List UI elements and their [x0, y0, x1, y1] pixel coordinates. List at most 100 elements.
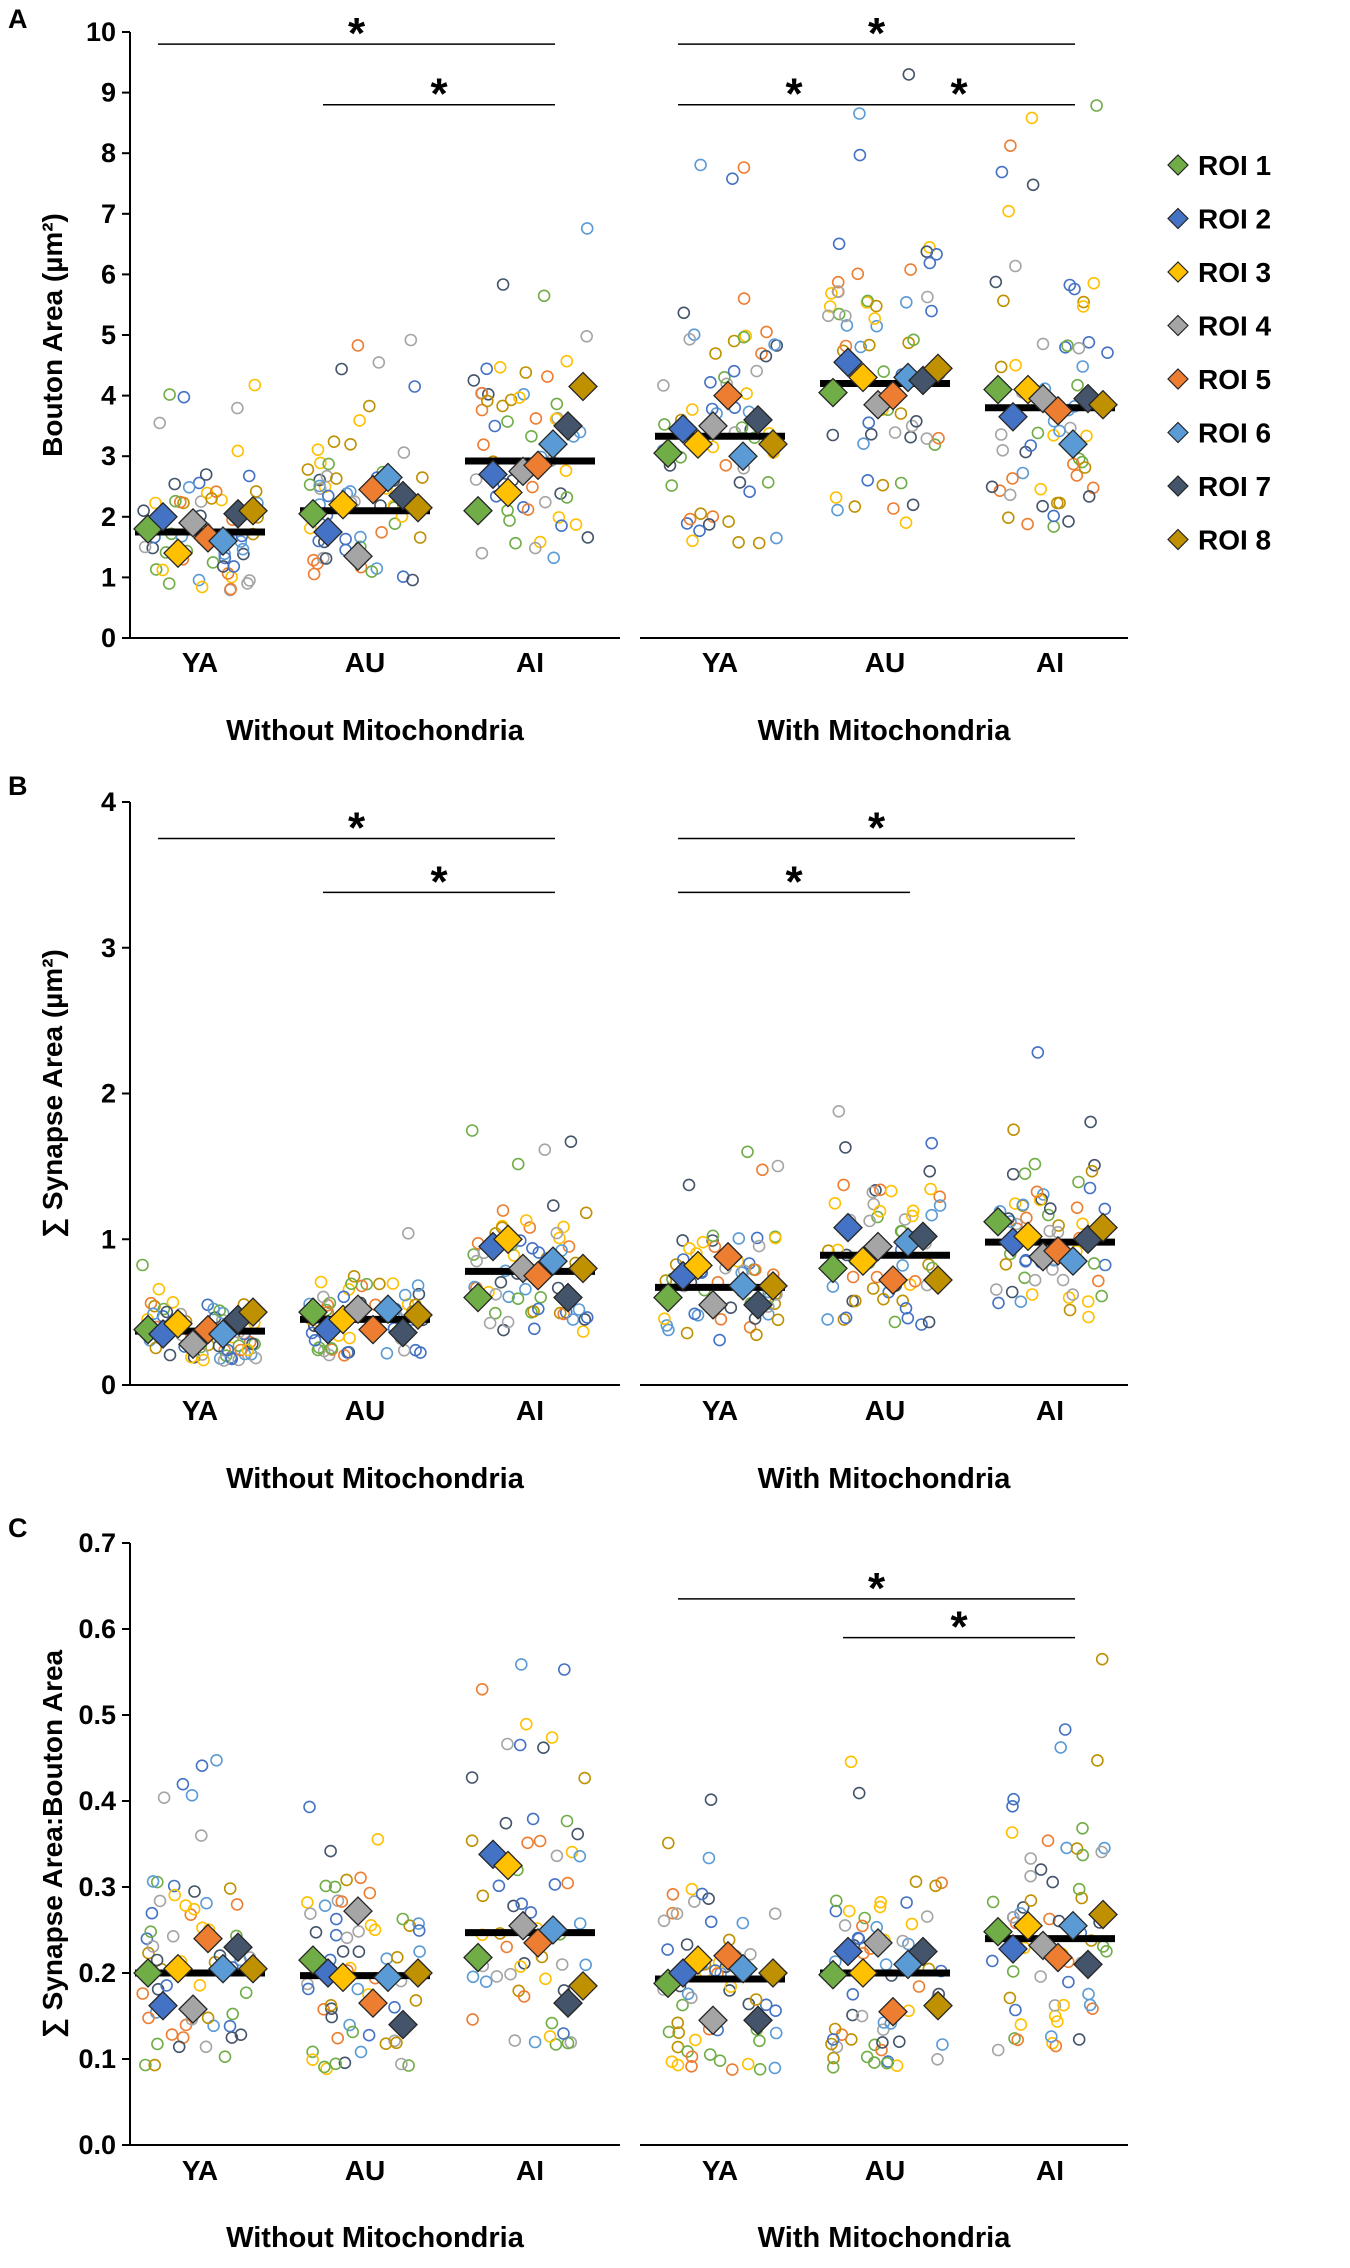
data-point	[411, 1279, 425, 1292]
significance-star: *	[785, 857, 803, 906]
data-point	[532, 1246, 546, 1259]
y-tick-label: 5	[101, 320, 116, 350]
data-point	[226, 2007, 239, 2021]
data-point	[139, 2058, 152, 2072]
data-point	[685, 1882, 699, 1896]
group-with-mitochondria: YA AU AI With Mitochondria * *	[640, 803, 1128, 1495]
roi-mean-diamond	[328, 1962, 358, 1993]
group-without-mitochondria: YA AU AI Without Mitochondria	[130, 1658, 620, 2254]
data-point	[827, 2051, 840, 2065]
data-point	[492, 1879, 506, 1893]
data-point	[838, 1919, 852, 1932]
roi-mean-diamond	[133, 1958, 163, 1988]
data-point	[479, 1975, 493, 1988]
data-point	[912, 1980, 926, 1993]
data-point	[1025, 1288, 1039, 1301]
data-point	[166, 1296, 180, 1309]
data-point	[685, 2050, 699, 2063]
data-point	[1072, 341, 1086, 355]
data-point	[168, 477, 181, 491]
data-point	[149, 1341, 163, 1355]
roi-mean-diamond	[698, 410, 728, 441]
data-point	[1018, 1271, 1031, 1285]
x-tick-label: YA	[182, 1395, 218, 1426]
data-point	[724, 1301, 738, 1314]
data-point	[363, 1886, 377, 1900]
significance-star: *	[348, 803, 366, 852]
data-point	[1046, 2036, 1059, 2050]
data-point	[826, 428, 840, 442]
data-point	[555, 519, 568, 533]
data-point	[576, 1325, 590, 1338]
data-point	[1083, 1998, 1097, 2012]
significance-star: *	[868, 803, 886, 852]
data-point	[388, 2001, 401, 2014]
roi-mean-diamond	[163, 538, 193, 569]
data-point	[149, 496, 162, 510]
data-point	[337, 1349, 351, 1362]
significance-star: *	[430, 857, 448, 906]
data-point	[307, 567, 321, 581]
data-point	[995, 165, 1009, 179]
data-point	[509, 536, 522, 550]
y-tick-label: 0.6	[78, 1614, 116, 1644]
data-point	[572, 1303, 586, 1316]
roi-mean-diamond	[343, 1294, 373, 1325]
roi-mean-diamond	[848, 1246, 878, 1277]
data-point	[694, 158, 707, 172]
data-point	[864, 427, 878, 441]
legend-label: ROI 7	[1198, 471, 1271, 502]
data-point	[676, 1998, 689, 2012]
data-point	[320, 469, 334, 483]
data-point	[241, 577, 254, 590]
x-tick-label: AI	[1036, 647, 1064, 678]
data-point	[1006, 472, 1019, 485]
data-point	[713, 2054, 727, 2067]
data-point	[537, 1741, 550, 1754]
data-point	[887, 502, 900, 515]
data-point	[1043, 1912, 1056, 1926]
roi-mean-diamond	[683, 1250, 713, 1281]
data-point	[725, 2063, 739, 2076]
data-point	[336, 1945, 350, 1958]
data-point	[873, 1204, 887, 1218]
data-point	[136, 1258, 149, 1272]
legend-label: ROI 4	[1198, 311, 1272, 342]
data-point	[1072, 1175, 1085, 1189]
data-point	[496, 278, 510, 291]
group-without-mitochondria: YA AU AI Without Mitochondria * *	[130, 9, 620, 747]
data-point	[172, 2040, 186, 2054]
data-point	[904, 263, 917, 276]
data-point	[866, 1185, 880, 1199]
data-point	[1054, 1741, 1067, 1754]
roi-mean-diamond	[523, 1260, 553, 1291]
data-point	[863, 1214, 876, 1228]
data-point	[688, 1307, 702, 1321]
data-point	[466, 1970, 480, 1984]
roi-mean-diamond	[553, 410, 583, 441]
data-point	[210, 1754, 223, 1767]
data-point	[1041, 1834, 1055, 1847]
data-point	[496, 1204, 510, 1217]
panel-label: C	[8, 1513, 28, 1543]
y-axis-title: Bouton Area (µm²)	[37, 213, 68, 457]
data-point	[1062, 515, 1075, 528]
data-point	[397, 1344, 411, 1357]
data-point	[329, 472, 343, 485]
data-point	[1019, 1255, 1032, 1268]
roi-mean-diamond	[1088, 1212, 1118, 1243]
data-point	[722, 515, 735, 528]
data-point	[514, 1658, 528, 1671]
roi-mean-diamond	[683, 429, 713, 459]
data-point	[759, 349, 773, 363]
data-point	[1082, 490, 1096, 503]
data-point	[1052, 1219, 1065, 1232]
data-point	[354, 1871, 367, 1885]
data-point	[483, 1316, 497, 1330]
data-point	[467, 374, 481, 387]
data-point	[1057, 1998, 1070, 2012]
data-point	[832, 285, 845, 299]
data-point	[686, 534, 699, 548]
data-point	[685, 1991, 698, 2005]
data-point	[545, 2016, 559, 2030]
